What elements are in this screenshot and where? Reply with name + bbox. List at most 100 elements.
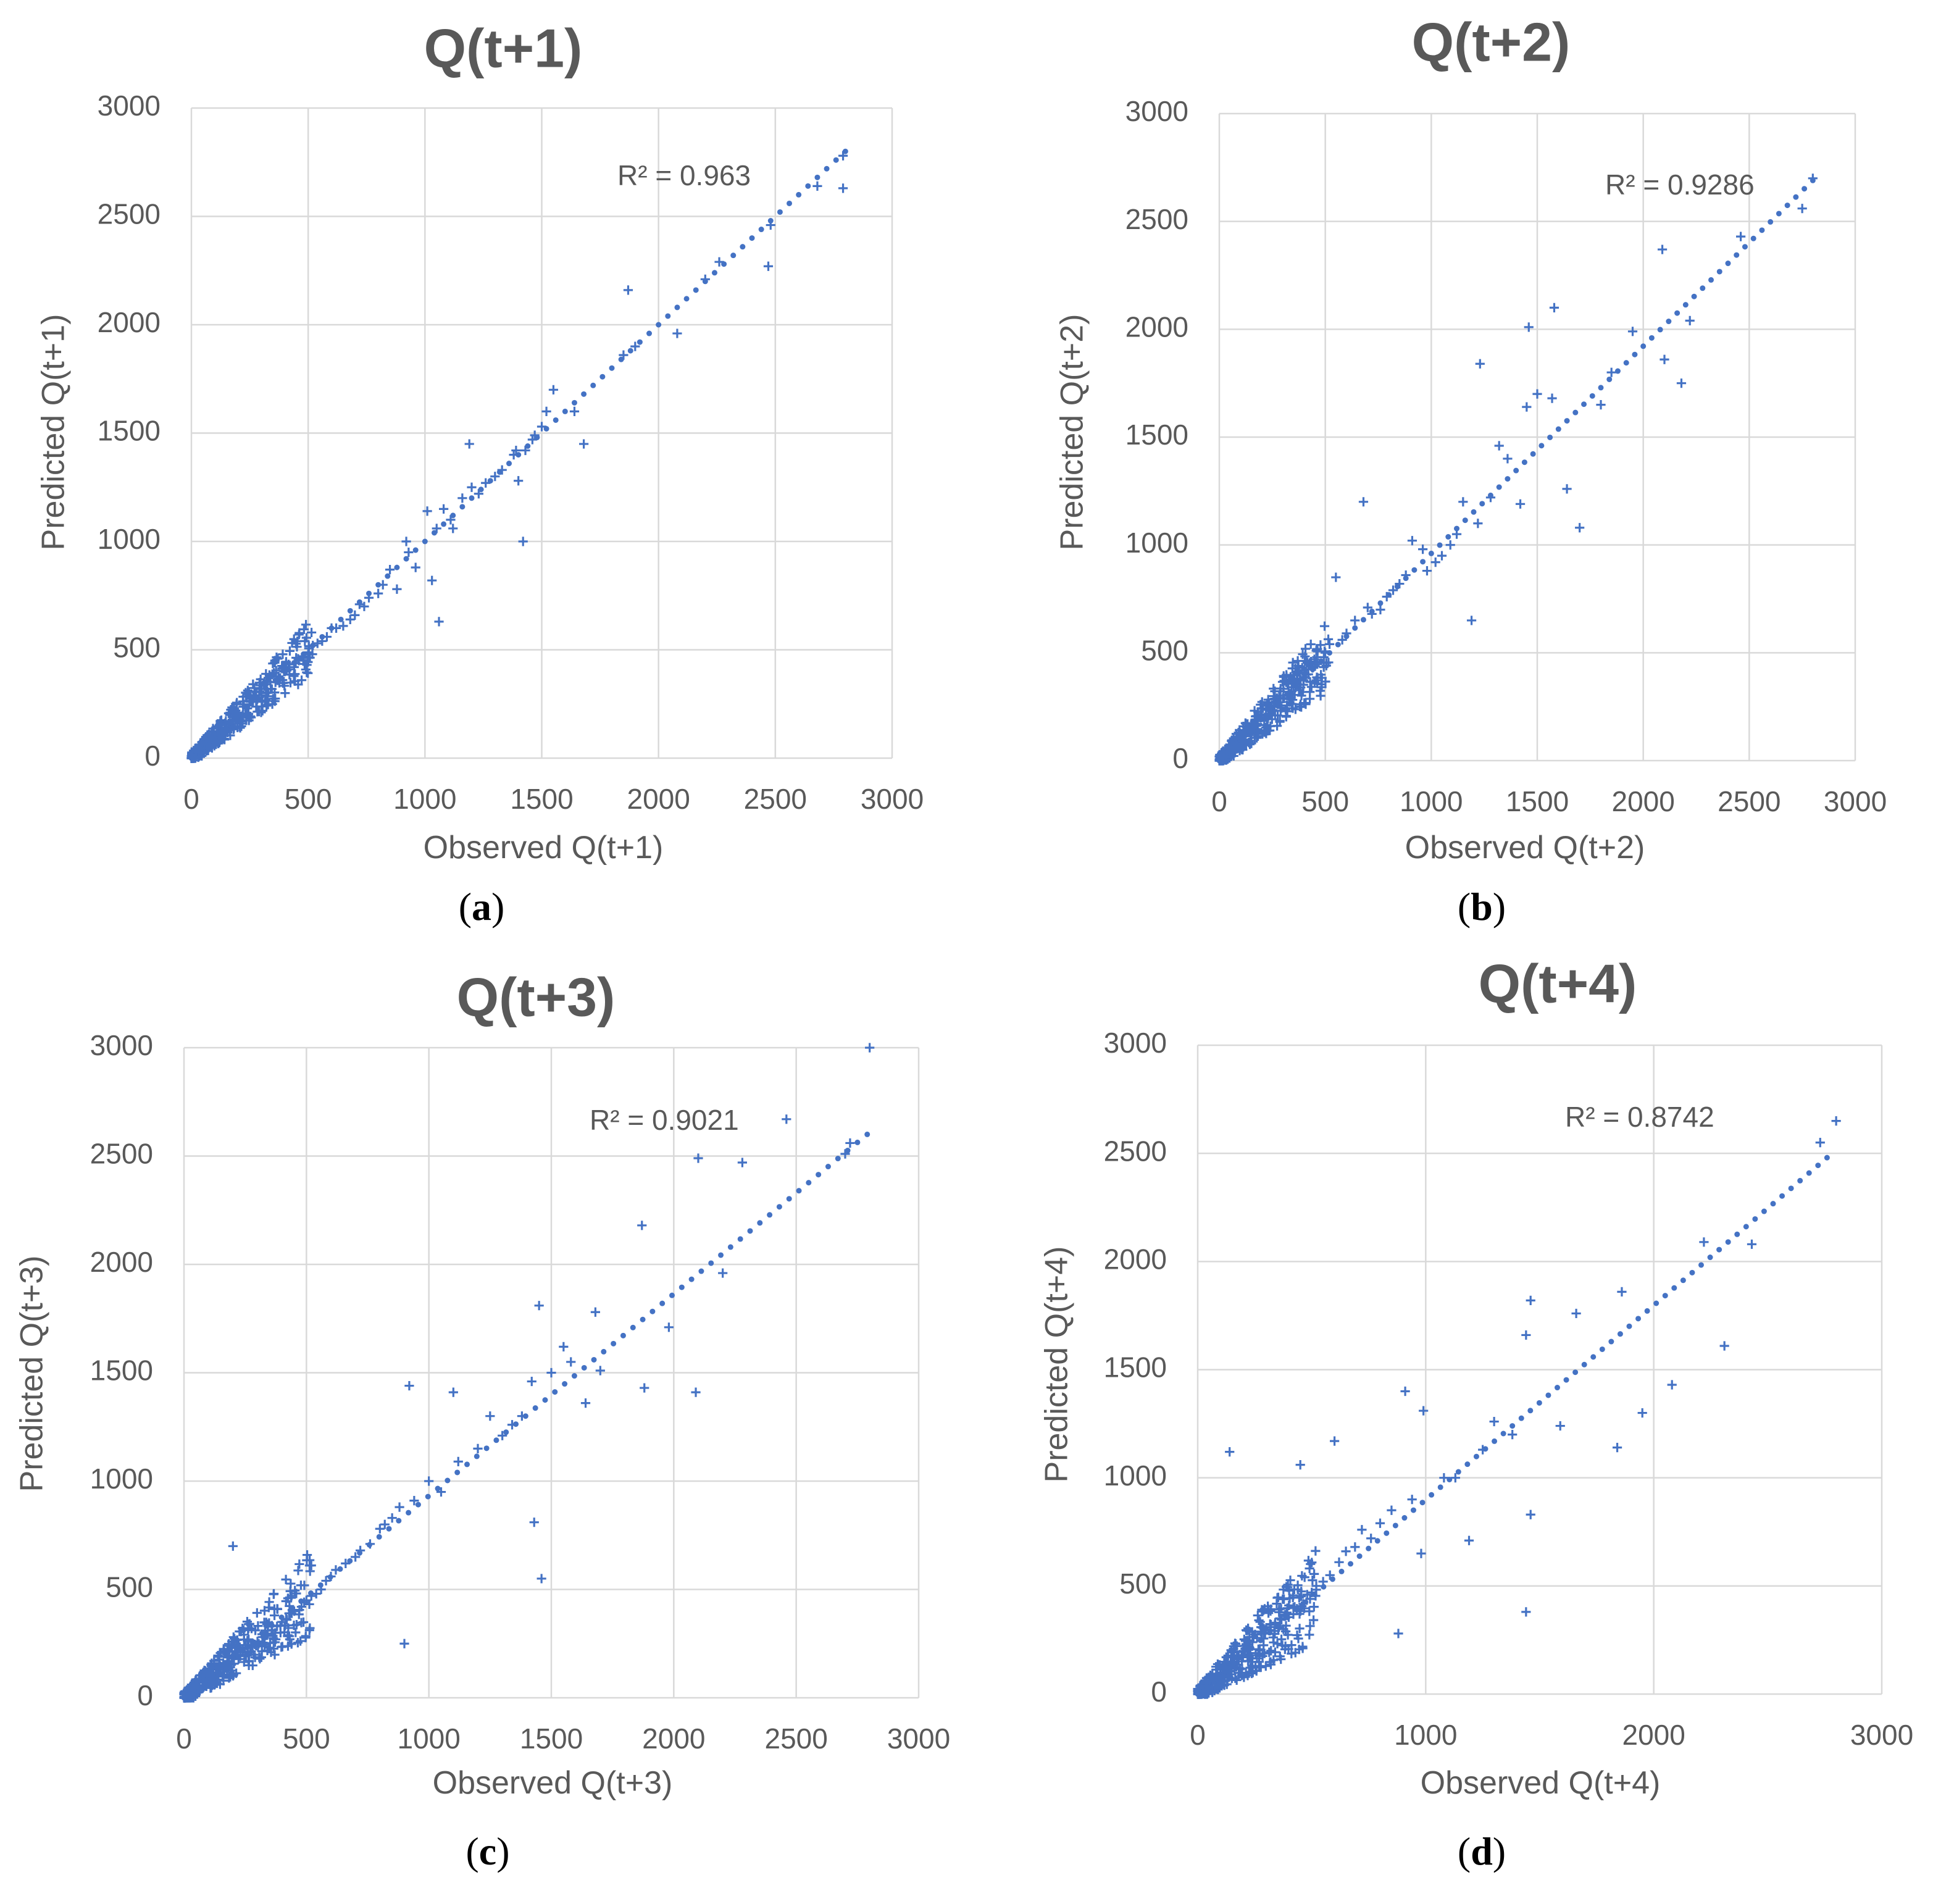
trendline-dot	[1776, 211, 1782, 217]
data-point	[1676, 378, 1687, 388]
trendline-dot	[776, 1204, 782, 1210]
data-point	[1306, 682, 1316, 692]
trendline-dot	[1536, 1400, 1542, 1406]
data-point	[303, 657, 313, 667]
trendline-dot	[1671, 1285, 1677, 1291]
trendline-dot	[375, 582, 382, 588]
y-tick-label: 3000	[98, 90, 161, 122]
data-point	[569, 406, 580, 416]
data-point	[232, 1642, 241, 1652]
trendline-dot	[1505, 476, 1511, 482]
data-point	[546, 1367, 556, 1378]
trendline-dot	[1608, 1338, 1614, 1345]
x-axis-title: Observed Q(t+4)	[1421, 1765, 1661, 1801]
data-point	[1251, 1662, 1261, 1672]
trendline-dot	[1589, 393, 1595, 399]
x-tick-label: 1000	[397, 1722, 460, 1755]
trendline-dot	[385, 573, 391, 579]
x-axis-title: Observed Q(t+3)	[433, 1765, 673, 1801]
trendline-dot	[1784, 203, 1790, 209]
data-point	[306, 627, 317, 638]
data-point	[481, 478, 491, 488]
trendline-dot	[356, 599, 362, 605]
trendline-dot	[1644, 1308, 1650, 1314]
data-point	[385, 565, 395, 575]
trendline-dot	[747, 1228, 753, 1234]
data-point	[250, 1653, 260, 1663]
trendline-dot	[1454, 525, 1460, 532]
trendline-dot	[1321, 1584, 1327, 1590]
trendline-dot	[571, 1373, 577, 1379]
data-point	[296, 675, 307, 685]
trendline-dot	[757, 1220, 763, 1226]
data-point	[693, 1153, 703, 1163]
data-point	[269, 1604, 279, 1614]
trendline-dot	[1563, 1377, 1569, 1383]
data-point	[206, 1683, 215, 1693]
trendline-dot	[1759, 227, 1765, 233]
data-point	[527, 1376, 536, 1387]
data-point	[199, 748, 209, 758]
trendline-dot	[1572, 409, 1579, 415]
trendline-dot	[201, 1679, 207, 1685]
trendline-dot	[1657, 327, 1663, 333]
data-point	[457, 493, 467, 503]
data-point	[209, 726, 219, 736]
y-tick-label: 500	[1141, 634, 1188, 666]
trendline-dot	[1725, 261, 1731, 267]
data-point	[1270, 711, 1280, 720]
data-point	[1458, 497, 1468, 507]
trendline-dot	[777, 209, 783, 215]
trendline-dot	[1303, 1599, 1309, 1605]
data-point	[427, 575, 437, 585]
trendline-dot	[1374, 1538, 1380, 1544]
data-point	[1305, 687, 1315, 697]
data-point	[630, 341, 640, 351]
trendline-dot	[698, 1268, 704, 1274]
data-point	[1287, 1648, 1296, 1659]
data-point	[1309, 1615, 1319, 1625]
chart-panel-b: Q(t+2) 0 500 1000 1500 2000 2500 3000 0 500 1000 15…	[1054, 11, 1887, 929]
data-point	[1298, 649, 1308, 659]
trendline-dot	[1343, 633, 1350, 640]
x-tick-label: 0	[1211, 785, 1227, 817]
trendline-dot	[683, 296, 690, 302]
data-point	[1293, 656, 1303, 666]
data-point	[1627, 327, 1638, 336]
trendline-dot	[1482, 1446, 1488, 1452]
trendline-dot	[431, 530, 437, 536]
trendline-dot	[1318, 658, 1324, 664]
data-point	[1815, 1138, 1825, 1148]
data-point	[1612, 1443, 1622, 1453]
trendline-dot	[1230, 1660, 1237, 1666]
trendline-dot	[259, 1631, 265, 1637]
low-value-cluster	[186, 620, 317, 763]
x-tick-label: 1500	[520, 1722, 583, 1755]
y-tick-label: 2500	[90, 1138, 153, 1170]
data-point	[1350, 616, 1360, 625]
data-point	[1321, 661, 1331, 670]
data-point	[1258, 729, 1267, 739]
data-point	[1606, 367, 1616, 377]
trendline-dot	[338, 616, 344, 622]
data-point	[579, 439, 589, 449]
data-point	[1280, 1644, 1290, 1655]
y-tick-label: 500	[1119, 1568, 1167, 1600]
trendline-dot	[721, 261, 727, 267]
data-point	[286, 1639, 296, 1649]
data-point	[285, 678, 296, 688]
data-point	[1262, 720, 1272, 730]
data-point	[1466, 616, 1477, 625]
trendline-dot	[727, 1244, 733, 1250]
data-point	[1245, 727, 1255, 737]
data-point	[536, 1574, 546, 1584]
y-axis-title: Predicted Q(t+1)	[36, 314, 72, 551]
y-tick-label: 2500	[1104, 1135, 1167, 1167]
trendline-dot	[1815, 1163, 1821, 1169]
trendline-dot	[702, 278, 708, 285]
trendline-dot	[1662, 1293, 1668, 1299]
data-point	[235, 1651, 245, 1661]
trendline-dot	[825, 1164, 831, 1170]
data-point	[1330, 1436, 1340, 1446]
trendline-dot	[1806, 1170, 1812, 1176]
